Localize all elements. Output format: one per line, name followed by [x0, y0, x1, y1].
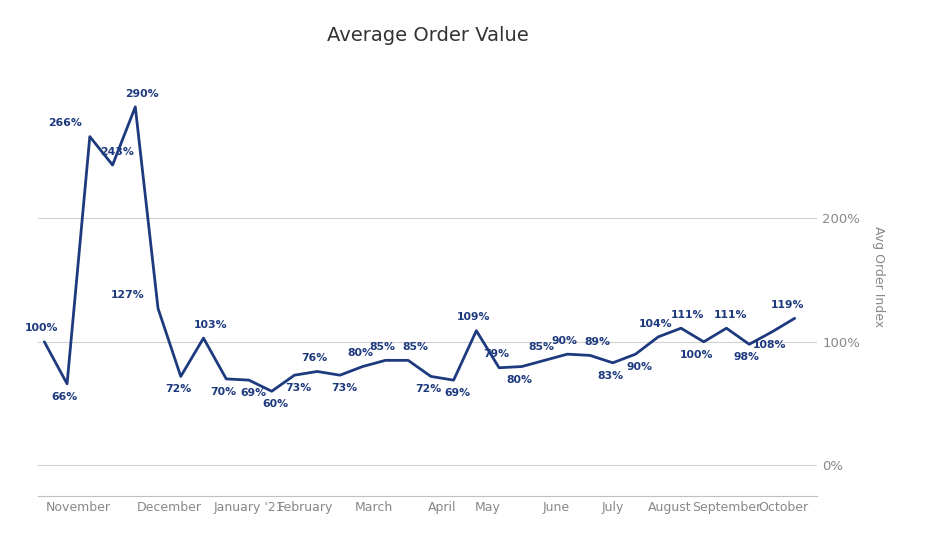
Text: 111%: 111% [713, 310, 746, 320]
Text: 73%: 73% [331, 383, 357, 393]
Text: 73%: 73% [286, 383, 311, 393]
Text: 72%: 72% [165, 384, 191, 395]
Text: 85%: 85% [401, 342, 427, 352]
Text: 79%: 79% [483, 349, 509, 360]
Text: 266%: 266% [48, 118, 82, 129]
Text: 76%: 76% [301, 353, 327, 363]
Text: 69%: 69% [444, 388, 470, 398]
Text: 104%: 104% [638, 319, 671, 328]
Text: 127%: 127% [110, 290, 145, 300]
Text: 243%: 243% [100, 147, 133, 157]
Text: 108%: 108% [752, 340, 785, 350]
Text: 80%: 80% [347, 348, 373, 358]
Text: 85%: 85% [369, 342, 395, 352]
Text: 69%: 69% [240, 388, 266, 398]
Text: 290%: 290% [125, 89, 159, 99]
Text: 60%: 60% [262, 399, 288, 409]
Text: 70%: 70% [210, 387, 236, 397]
Text: 83%: 83% [596, 371, 622, 381]
Text: 119%: 119% [770, 300, 804, 310]
Text: 103%: 103% [194, 320, 227, 330]
Text: 100%: 100% [25, 323, 58, 334]
Text: 66%: 66% [51, 392, 77, 402]
Text: 98%: 98% [732, 352, 758, 362]
Title: Average Order Value: Average Order Value [326, 26, 527, 45]
Text: 100%: 100% [679, 350, 713, 360]
Text: 80%: 80% [505, 375, 531, 384]
Text: 90%: 90% [626, 362, 652, 372]
Text: 90%: 90% [551, 336, 577, 346]
Text: 72%: 72% [414, 384, 440, 395]
Text: 111%: 111% [670, 310, 704, 320]
Text: 89%: 89% [583, 337, 609, 347]
Text: 85%: 85% [528, 342, 554, 352]
Y-axis label: Avg Order Index: Avg Order Index [871, 226, 884, 327]
Text: 109%: 109% [456, 312, 489, 322]
